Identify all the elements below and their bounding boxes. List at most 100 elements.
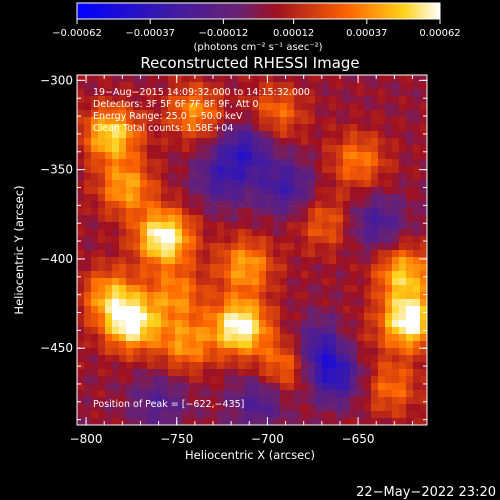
heatmap-cell bbox=[280, 152, 288, 160]
heatmap-cell bbox=[308, 299, 316, 307]
heatmap-cell bbox=[406, 341, 414, 349]
heatmap-cell bbox=[77, 313, 85, 321]
heatmap-cell bbox=[392, 222, 400, 230]
heatmap-cell bbox=[105, 96, 113, 104]
heatmap-cell bbox=[308, 201, 316, 209]
heatmap-cell bbox=[196, 124, 204, 132]
heatmap-cell bbox=[147, 376, 155, 384]
heatmap-cell bbox=[217, 159, 225, 167]
heatmap-cell bbox=[350, 404, 358, 412]
heatmap-cell bbox=[91, 124, 99, 132]
heatmap-cell bbox=[301, 187, 309, 195]
heatmap-cell bbox=[217, 215, 225, 223]
heatmap-cell bbox=[357, 278, 365, 286]
heatmap-cell bbox=[315, 152, 323, 160]
heatmap-cell bbox=[77, 75, 85, 83]
heatmap-cell bbox=[273, 75, 281, 83]
heatmap-cell bbox=[189, 243, 197, 251]
heatmap-cell bbox=[322, 313, 330, 321]
heatmap-cell bbox=[273, 390, 281, 398]
heatmap-cell bbox=[231, 411, 239, 419]
heatmap-cell bbox=[266, 229, 274, 237]
heatmap-cell bbox=[406, 320, 414, 328]
heatmap-cell bbox=[399, 292, 407, 300]
heatmap-cell bbox=[420, 187, 427, 195]
heatmap-cell bbox=[126, 271, 134, 279]
heatmap-cell bbox=[336, 320, 344, 328]
heatmap-cell bbox=[343, 404, 351, 412]
heatmap-cell bbox=[224, 369, 232, 377]
heatmap-cell bbox=[210, 320, 218, 328]
heatmap-cell bbox=[154, 215, 162, 223]
heatmap-cell bbox=[175, 82, 183, 90]
heatmap-cell bbox=[329, 362, 337, 370]
heatmap-cell bbox=[203, 110, 211, 118]
heatmap-cell bbox=[399, 166, 407, 174]
heatmap-cell bbox=[280, 355, 288, 363]
heatmap-cell bbox=[273, 257, 281, 265]
heatmap-cell bbox=[119, 411, 127, 419]
heatmap-cell bbox=[364, 124, 372, 132]
heatmap-cell bbox=[105, 292, 113, 300]
heatmap-cell bbox=[140, 327, 148, 335]
heatmap-cell bbox=[385, 215, 393, 223]
heatmap-cell bbox=[189, 236, 197, 244]
heatmap-cell bbox=[371, 187, 379, 195]
heatmap-cell bbox=[399, 362, 407, 370]
heatmap-cell bbox=[210, 215, 218, 223]
heatmap-cell bbox=[420, 215, 427, 223]
heatmap-cell bbox=[231, 180, 239, 188]
heatmap-cell bbox=[224, 103, 232, 111]
heatmap-cell bbox=[133, 208, 141, 216]
heatmap-cell bbox=[224, 306, 232, 314]
heatmap-cell bbox=[203, 243, 211, 251]
heatmap-cell bbox=[224, 313, 232, 321]
heatmap-cell bbox=[147, 138, 155, 146]
heatmap-cell bbox=[77, 201, 85, 209]
heatmap-cell bbox=[147, 96, 155, 104]
heatmap-cell bbox=[189, 166, 197, 174]
heatmap-cell bbox=[217, 96, 225, 104]
heatmap-cell bbox=[105, 180, 113, 188]
heatmap-cell bbox=[357, 355, 365, 363]
heatmap-cell bbox=[168, 411, 176, 419]
heatmap-cell bbox=[126, 180, 134, 188]
heatmap-cell bbox=[329, 208, 337, 216]
heatmap-cell bbox=[245, 89, 253, 97]
heatmap-cell bbox=[252, 138, 260, 146]
heatmap-cell bbox=[350, 75, 358, 83]
heatmap-cell bbox=[350, 201, 358, 209]
heatmap-cell bbox=[273, 110, 281, 118]
heatmap-cell bbox=[308, 320, 316, 328]
heatmap-cell bbox=[84, 75, 92, 83]
annotation-energy-range: Energy Range: 25.0 − 50.0 keV bbox=[93, 111, 243, 122]
heatmap-cell bbox=[196, 257, 204, 265]
heatmap-cell bbox=[406, 229, 414, 237]
heatmap-cell bbox=[98, 243, 106, 251]
heatmap-cell bbox=[238, 362, 246, 370]
heatmap-cell bbox=[98, 355, 106, 363]
heatmap-cell bbox=[161, 327, 169, 335]
heatmap-cell bbox=[189, 397, 197, 405]
heatmap-cell bbox=[112, 369, 120, 377]
heatmap-cell bbox=[238, 376, 246, 384]
heatmap-cell bbox=[77, 215, 85, 223]
heatmap-cell bbox=[203, 334, 211, 342]
heatmap-cell bbox=[392, 166, 400, 174]
heatmap-cell bbox=[133, 355, 141, 363]
heatmap-cell bbox=[378, 278, 386, 286]
heatmap-cell bbox=[413, 376, 421, 384]
heatmap-cell bbox=[126, 131, 134, 139]
heatmap-cell bbox=[238, 271, 246, 279]
heatmap-cell bbox=[399, 103, 407, 111]
heatmap-cell bbox=[364, 201, 372, 209]
heatmap-cell bbox=[224, 243, 232, 251]
heatmap-cell bbox=[294, 138, 302, 146]
heatmap-cell bbox=[287, 159, 295, 167]
heatmap-cell bbox=[308, 180, 316, 188]
heatmap-cell bbox=[392, 369, 400, 377]
heatmap-cell bbox=[371, 404, 379, 412]
heatmap-cell bbox=[203, 390, 211, 398]
heatmap-cell bbox=[259, 222, 267, 230]
heatmap-cell bbox=[357, 418, 365, 425]
